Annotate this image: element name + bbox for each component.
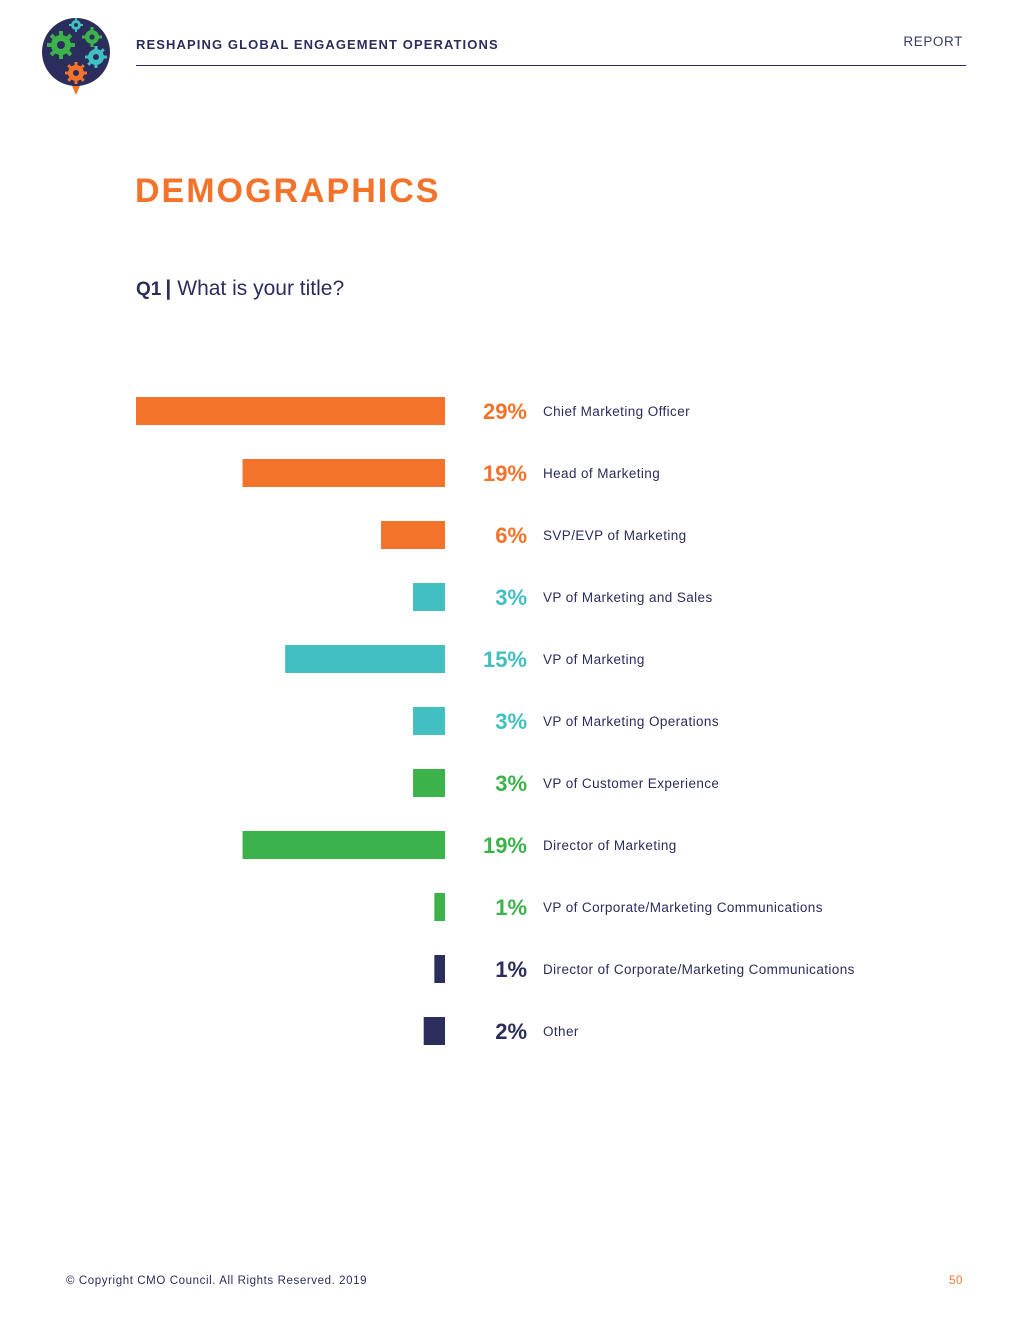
title-bar-chart: 29% Chief Marketing Officer 19% Head of Mar…: [136, 397, 855, 1045]
bar: [381, 521, 445, 549]
bar-value-label: 19%: [483, 461, 527, 486]
bar-value-label: 19%: [483, 833, 527, 858]
bar-value-label: 3%: [495, 709, 527, 734]
question-number: Q1: [136, 279, 162, 300]
bar-value-label: 3%: [495, 771, 527, 796]
bar-category-label: VP of Corporate/Marketing Communications: [543, 900, 823, 915]
bar: [413, 583, 445, 611]
bar: [285, 645, 445, 673]
bar-value-label: 6%: [495, 523, 527, 548]
bar-category-label: Director of Marketing: [543, 838, 677, 853]
bar: [423, 1017, 445, 1045]
gears-logo-icon: [42, 18, 110, 95]
bar-category-label: VP of Customer Experience: [543, 776, 719, 791]
bar: [413, 769, 445, 797]
bar-value-label: 29%: [483, 399, 527, 424]
bar-category-label: VP of Marketing: [543, 652, 645, 667]
page-title: DEMOGRAPHICS: [135, 172, 441, 210]
bar-category-label: Director of Corporate/Marketing Communic…: [543, 962, 855, 977]
bar-value-label: 2%: [495, 1019, 527, 1044]
footer-copyright: © Copyright CMO Council. All Rights Rese…: [66, 1275, 368, 1287]
header-title: RESHAPING GLOBAL ENGAGEMENT OPERATIONS: [136, 37, 499, 52]
bar-category-label: Chief Marketing Officer: [543, 404, 690, 419]
bar-category-label: SVP/EVP of Marketing: [543, 528, 687, 543]
question-heading: Q1 | What is your title?: [136, 277, 344, 301]
bar-value-label: 1%: [495, 957, 527, 982]
bar: [136, 397, 445, 425]
page-number: 50: [949, 1275, 963, 1287]
bar: [413, 707, 445, 735]
bar-category-label: VP of Marketing Operations: [543, 714, 719, 729]
bar-category-label: Head of Marketing: [543, 466, 660, 481]
bar-category-label: Other: [543, 1024, 579, 1039]
bar: [434, 893, 445, 921]
bar: [242, 831, 445, 859]
bar-value-label: 3%: [495, 585, 527, 610]
question-text: What is your title?: [177, 277, 345, 300]
bar-value-label: 15%: [483, 647, 527, 672]
bar-category-label: VP of Marketing and Sales: [543, 590, 713, 605]
question-separator: |: [165, 277, 172, 300]
header-divider: [136, 65, 966, 66]
bar: [242, 459, 445, 487]
bar-value-label: 1%: [495, 895, 527, 920]
header-section-label: REPORT: [903, 34, 963, 49]
bar: [434, 955, 445, 983]
